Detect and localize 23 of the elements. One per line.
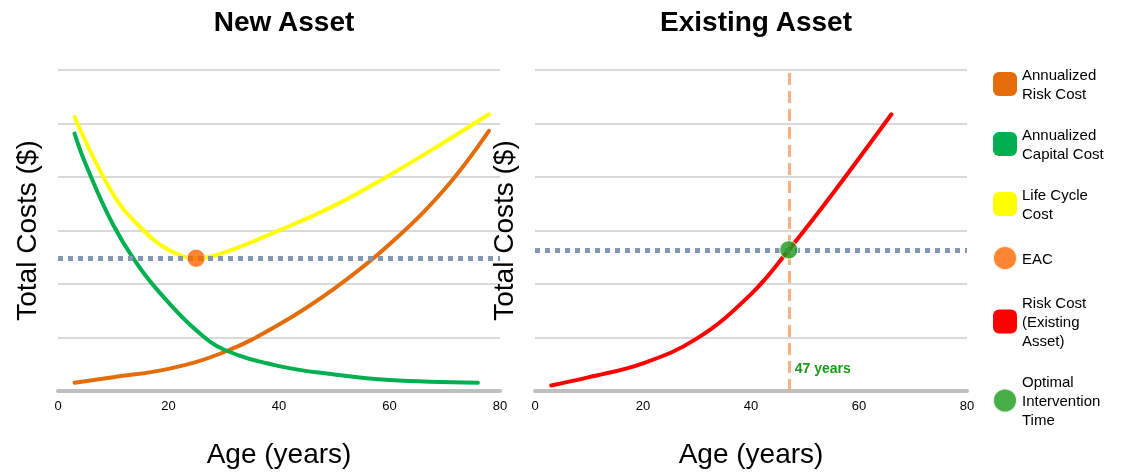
legend-label: Risk Cost (Existing Asset): [1022, 294, 1091, 349]
ref-line-label: 47 years: [794, 360, 852, 376]
x-tick-label: 20: [635, 398, 651, 413]
chart-title: Existing Asset: [660, 5, 852, 37]
legend-label: Annualized Risk Cost: [1022, 66, 1101, 102]
x-tick-label: 60: [382, 398, 397, 413]
chart-title: New Asset: [213, 5, 355, 37]
legend-label: Life Cycle Cost: [1022, 186, 1093, 222]
x-tick-label: 0: [531, 398, 539, 413]
x-tick-label: 40: [271, 398, 287, 413]
x-axis-title: Age (years): [678, 437, 824, 469]
x-tick-label: 40: [743, 398, 759, 413]
x-tick-label: 80: [959, 398, 975, 413]
x-tick-label: 80: [492, 398, 508, 413]
legend-label: Annualized Capital Cost: [1022, 126, 1105, 162]
x-tick-label: 60: [851, 398, 867, 413]
x-axis-title: Age (years): [206, 437, 352, 469]
x-tick-label: 20: [161, 398, 176, 413]
legend-label: EAC: [1022, 249, 1054, 267]
x-tick-label: 0: [54, 398, 62, 413]
legend-label: Optimal Intervention Time: [1022, 373, 1105, 428]
y-axis-title: Total Costs ($): [10, 140, 42, 321]
y-axis-title: Total Costs ($): [487, 140, 519, 321]
